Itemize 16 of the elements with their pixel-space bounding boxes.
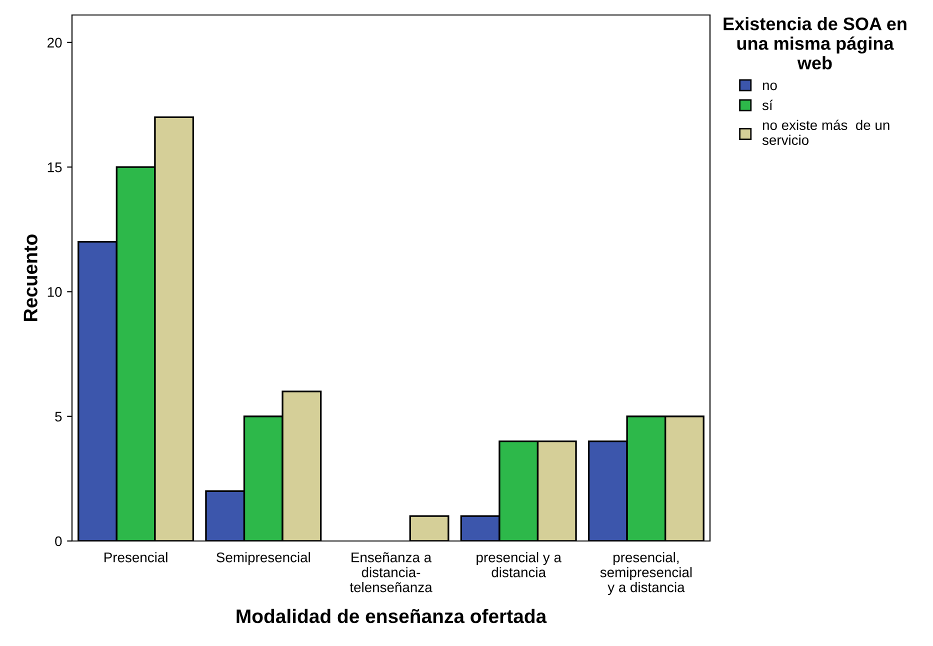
- y-tick-label: 20: [48, 38, 62, 48]
- legend-label: no existe más de un servicio: [762, 120, 890, 146]
- x-tick-label: Enseñanza a distancia- telenseñanza: [350, 552, 432, 592]
- legend-label: sí: [762, 100, 773, 110]
- x-axis-title: Modalidad de enseñanza ofertada: [236, 608, 547, 624]
- x-tick-label: presencial, semipresencial y a distancia: [600, 552, 692, 595]
- y-axis-title: Recuento: [24, 234, 38, 321]
- y-tick-label: 0: [55, 536, 62, 546]
- x-tick-label: Presencial: [104, 552, 168, 562]
- y-tick-label: 15: [48, 162, 62, 172]
- legend-label: no: [762, 82, 777, 90]
- legend-title: Existencia de SOA en una misma página web: [724, 16, 906, 70]
- x-tick-label: Semipresencial: [216, 552, 310, 566]
- y-tick-label: 10: [48, 287, 62, 297]
- y-tick-label: 5: [55, 412, 62, 422]
- x-tick-label: presencial y a distancia: [476, 552, 562, 578]
